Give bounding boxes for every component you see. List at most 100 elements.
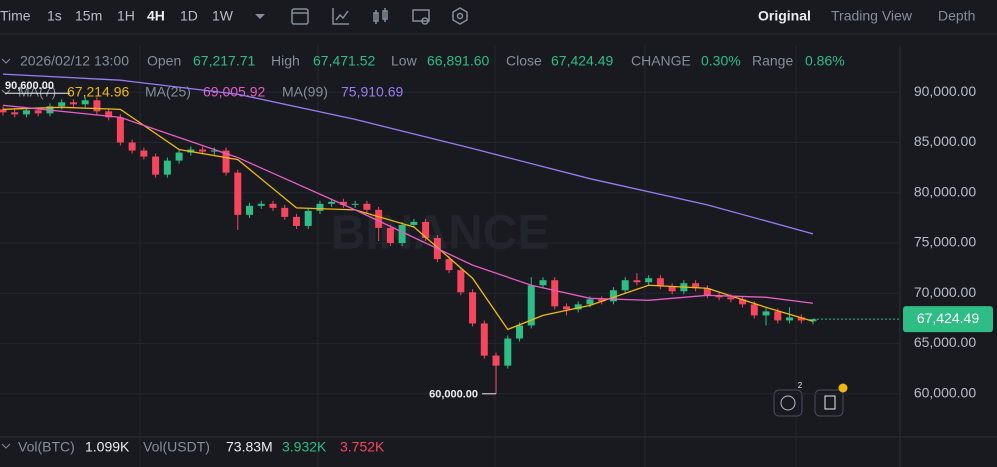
interval-button[interactable]: 1s (47, 8, 62, 24)
candle-body (398, 224, 406, 244)
info-label: Range (752, 53, 793, 69)
candle-body (504, 338, 512, 366)
candle-body (11, 112, 19, 115)
candle-body (633, 280, 641, 283)
y-tick-label: 90,000.00 (914, 83, 976, 99)
candle-body (410, 221, 418, 225)
last-price-tag (903, 306, 993, 333)
interval-button[interactable]: 1H (117, 8, 135, 24)
y-tick-label: 80,000.00 (914, 183, 976, 199)
candle-body (210, 150, 218, 152)
candle-body (281, 207, 289, 217)
interval-button[interactable]: 4H (147, 8, 165, 24)
info-label: Close (506, 53, 542, 69)
y-tick-label: 85,000.00 (914, 133, 976, 149)
candle-body (69, 102, 77, 105)
candle-body (152, 156, 160, 175)
candle-body (445, 259, 453, 271)
info-label: CHANGE (631, 53, 691, 69)
candle-body (457, 270, 465, 293)
collapse-icon[interactable] (1, 58, 11, 64)
notes-icon (824, 395, 836, 410)
info-value: 66,891.60 (427, 53, 489, 69)
ma-line (2, 73, 814, 235)
candle-body (105, 111, 113, 118)
globe-button[interactable] (773, 389, 803, 417)
candle-body (257, 203, 265, 206)
candle-body (22, 110, 30, 115)
candle-body (797, 317, 805, 321)
candle-body (386, 227, 394, 244)
info-date: 2026/02/12 13:00 (20, 53, 129, 69)
low-annotation: 60,000.00 (429, 389, 478, 401)
candle-body (140, 150, 148, 157)
y-tick-label: 70,000.00 (914, 284, 976, 300)
volume-label: Vol(USDT) (143, 439, 210, 455)
candle-body (703, 288, 711, 296)
candle-body (562, 306, 570, 310)
candle-body (234, 172, 242, 215)
candle-body (762, 311, 770, 316)
interval-button[interactable]: 1D (180, 8, 198, 24)
interval-button[interactable]: 1W (212, 8, 234, 24)
candle-body (527, 285, 535, 326)
candle-body (645, 278, 653, 283)
y-tick-label: 65,000.00 (914, 334, 976, 350)
volume-toggle[interactable] (1, 443, 11, 449)
candle-body (786, 317, 794, 321)
y-tick-label: 75,000.00 (914, 234, 976, 250)
candle-body (774, 311, 782, 321)
badge: 2 (798, 381, 803, 390)
view-tab[interactable]: Original (758, 8, 811, 24)
candle-body (586, 299, 594, 305)
y-tick-label: 60,000.00 (914, 385, 976, 401)
legend-toggle[interactable] (1, 89, 11, 95)
interval-button: Time (0, 8, 31, 24)
candle-body (316, 203, 324, 211)
candle-body (750, 304, 758, 316)
last-price-label: 67,424.49 (917, 310, 979, 326)
candle-body (351, 203, 359, 205)
candle-body (469, 292, 477, 324)
bottom-widgets[interactable]: 2 (773, 381, 848, 417)
candle-body (422, 221, 430, 238)
candle-body (128, 142, 136, 151)
toolbar-icons[interactable] (255, 7, 468, 25)
notes-button[interactable] (814, 389, 844, 417)
candle-body (269, 203, 277, 208)
legend-value: 75,910.69 (341, 84, 403, 100)
candle-body (116, 117, 124, 143)
candle-body (328, 201, 336, 204)
candle-body (375, 209, 383, 228)
candle-body (81, 100, 89, 105)
view-tab[interactable]: Trading View (831, 8, 913, 24)
info-value: 67,217.71 (193, 53, 255, 69)
candle-body (668, 286, 676, 292)
ma-line (2, 106, 814, 331)
candle-body (551, 280, 559, 307)
candle-body (621, 280, 629, 291)
candle-body (809, 319, 817, 322)
candle-body (292, 216, 300, 226)
legend-name: MA(99) (282, 84, 328, 100)
candle-body (609, 290, 617, 302)
info-value: 0.30% (701, 53, 741, 69)
candle-body (93, 100, 101, 112)
ma-line (2, 104, 814, 304)
info-value: 67,471.52 (313, 53, 375, 69)
info-label: Low (391, 53, 418, 69)
candle-body (339, 201, 347, 205)
view-tab[interactable]: Depth (938, 8, 975, 24)
candle-body (175, 152, 183, 161)
volume-ma-value: 3.752K (340, 439, 385, 455)
interval-button[interactable]: 15m (75, 8, 102, 24)
volume-value: 1.099K (85, 439, 130, 455)
candle-body (539, 280, 547, 286)
candle-body (199, 149, 207, 152)
legend-value: 69,005.92 (203, 84, 265, 100)
globe-icon (780, 395, 796, 411)
info-label: High (271, 53, 300, 69)
